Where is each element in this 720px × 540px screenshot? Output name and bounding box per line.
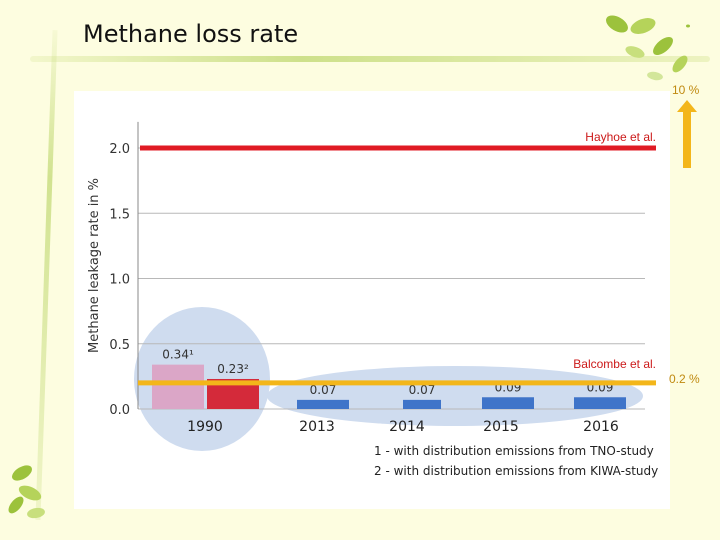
title-underline	[30, 56, 710, 62]
chart-panel: 0.0 0.5 1.0 1.5 2.0 Methane leakage rate in %…	[74, 91, 670, 509]
bar-2013-3	[297, 399, 349, 409]
bar-value-label: 0.23²	[217, 362, 249, 376]
footnote-2: 2 - with distribution emissions from KIW…	[374, 464, 658, 478]
up-arrow-icon	[677, 100, 697, 168]
x-category-label: 1990	[187, 419, 223, 435]
x-category-label: 2013	[299, 419, 335, 435]
bar-value-label: 0.07	[409, 383, 436, 397]
bar-2014-4	[403, 399, 441, 409]
bottom-value-label: 0.2 %	[669, 372, 700, 386]
leaf-cluster-top-right-icon	[606, 15, 690, 81]
decorative-vertical-line	[35, 30, 58, 520]
y-tick-label: 0.5	[109, 338, 130, 353]
y-tick-label: 0.0	[109, 403, 130, 418]
footnote-1: 1 - with distribution emissions from TNO…	[374, 444, 654, 458]
x-category-label: 2016	[583, 419, 619, 435]
x-category-label: 2015	[483, 419, 519, 435]
top-value-label: 10 %	[672, 83, 700, 97]
methane-leakage-chart: 0.0 0.5 1.0 1.5 2.0 Methane leakage rate in %…	[87, 121, 658, 478]
bar-value-label: 0.34¹	[162, 348, 194, 362]
reference-line-label: Hayhoe et al.	[585, 130, 656, 144]
reference-line-label: Balcombe et al.	[573, 357, 656, 371]
y-axis-title: Methane leakage rate in %	[87, 178, 102, 353]
y-tick-label: 2.0	[109, 142, 130, 157]
bar-2015-5	[482, 397, 534, 409]
y-tick-label: 1.5	[109, 207, 130, 222]
x-category-label: 2014	[389, 419, 425, 435]
bar-value-label: 0.07	[310, 383, 337, 397]
slide-title: Methane loss rate	[83, 20, 299, 48]
bar-1990-1	[152, 364, 204, 409]
leaf-cluster-bottom-left-icon	[8, 465, 45, 519]
bar-2016-6	[574, 397, 626, 409]
y-tick-label: 1.0	[109, 273, 130, 288]
